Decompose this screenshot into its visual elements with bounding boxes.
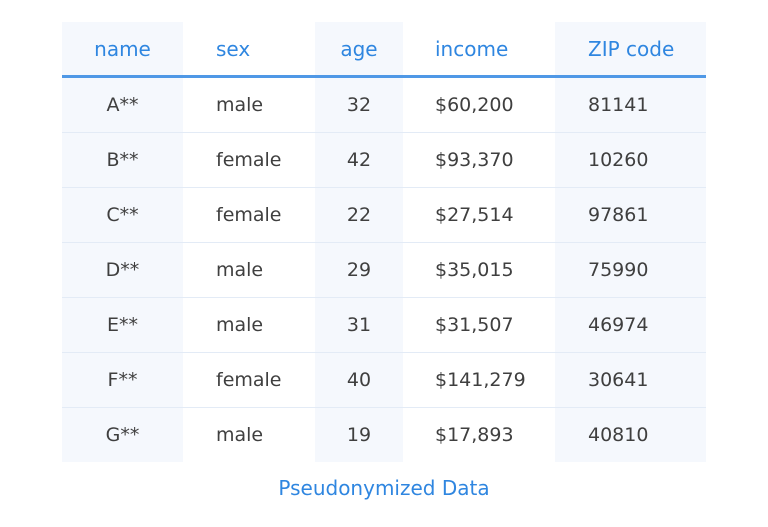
cell-name: A** [62,76,183,133]
cell-age: 40 [315,352,403,408]
cell-income: $141,279 [403,352,555,408]
cell-sex: male [183,242,315,298]
cell-income: $93,370 [403,132,555,188]
cell-age: 22 [315,187,403,243]
cell-name: C** [62,187,183,243]
cell-zip-code: 97861 [555,187,706,243]
table-row: B** female 42 $93,370 10260 [62,132,706,188]
cell-zip-code: 81141 [555,76,706,133]
cell-age: 19 [315,407,403,462]
cell-name: G** [62,407,183,462]
cell-sex: female [183,187,315,243]
cell-income: $60,200 [403,76,555,133]
table-caption: Pseudonymized Data [278,476,490,500]
cell-income: $31,507 [403,297,555,353]
table-row: G** male 19 $17,893 40810 [62,407,706,462]
header-income: income [403,22,555,78]
cell-sex: female [183,352,315,408]
cell-income: $27,514 [403,187,555,243]
pseudonymized-data-table-container: name sex age income ZIP code A** male 32… [62,22,706,462]
header-name: name [62,22,183,78]
pseudonymized-data-table: name sex age income ZIP code A** male 32… [62,22,706,462]
header-age: age [315,22,403,78]
cell-zip-code: 30641 [555,352,706,408]
header-sex: sex [183,22,315,78]
cell-zip-code: 40810 [555,407,706,462]
cell-sex: male [183,76,315,133]
cell-name: B** [62,132,183,188]
cell-age: 29 [315,242,403,298]
cell-sex: female [183,132,315,188]
header-row: name sex age income ZIP code [62,22,706,78]
table-row: E** male 31 $31,507 46974 [62,297,706,353]
table-body: A** male 32 $60,200 81141 B** female 42 … [62,76,706,462]
cell-income: $35,015 [403,242,555,298]
cell-name: E** [62,297,183,353]
cell-name: D** [62,242,183,298]
cell-sex: male [183,297,315,353]
cell-zip-code: 46974 [555,297,706,353]
table-row: D** male 29 $35,015 75990 [62,242,706,298]
cell-age: 42 [315,132,403,188]
table-row: F** female 40 $141,279 30641 [62,352,706,408]
table-row: C** female 22 $27,514 97861 [62,187,706,243]
cell-age: 31 [315,297,403,353]
table-header: name sex age income ZIP code [62,22,706,78]
header-zip-code: ZIP code [555,22,706,78]
cell-sex: male [216,424,264,446]
cell-age: 32 [315,76,403,133]
cell-zip-code: 10260 [555,132,706,188]
cell-zip-code: 75990 [555,242,706,298]
cell-income: $17,893 [435,424,514,446]
cell-name: F** [62,352,183,408]
table-row: A** male 32 $60,200 81141 [62,76,706,133]
